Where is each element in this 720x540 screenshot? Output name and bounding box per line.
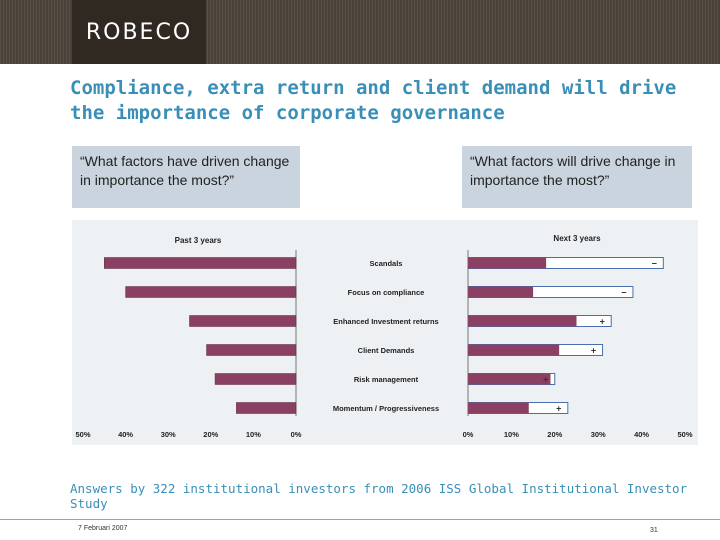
past-bar: [189, 315, 297, 327]
past-chart-title: Past 3 years: [175, 236, 222, 245]
quote-box-past: “What factors have driven change in impo…: [72, 146, 300, 208]
quote-box-future: “What factors will drive change in impor…: [462, 146, 692, 208]
future-bar: [468, 344, 560, 356]
past-tick-label: 0%: [291, 430, 302, 439]
past-tick-label: 10%: [246, 430, 261, 439]
change-marker: +: [543, 375, 548, 385]
page-number: 31: [650, 527, 658, 534]
past-tick-label: 30%: [161, 430, 176, 439]
past-bar: [236, 402, 297, 414]
future-bar: [468, 315, 577, 327]
logo-text: ROBECO: [85, 19, 193, 45]
past-tick-label: 50%: [75, 430, 90, 439]
past-tick-label: 20%: [203, 430, 218, 439]
future-tick-label: 30%: [591, 430, 606, 439]
change-marker: −: [652, 259, 657, 269]
past-bar: [206, 344, 297, 356]
future-bar: [468, 373, 551, 385]
past-tick-label: 40%: [118, 430, 133, 439]
future-tick-label: 0%: [463, 430, 474, 439]
category-label: Enhanced Investment returns: [333, 317, 438, 326]
future-tick-label: 20%: [547, 430, 562, 439]
source-footnote: Answers by 322 institutional investors f…: [70, 481, 688, 511]
category-label: Risk management: [354, 375, 419, 384]
robeco-logo: ROBECO: [72, 0, 206, 64]
change-marker: −: [621, 288, 626, 298]
change-marker: +: [600, 317, 605, 327]
category-label: Focus on compliance: [348, 288, 425, 297]
chart-panel: Past 3 years 50% 40% 30% 20% 10% 0% Scandals Foc…: [72, 220, 698, 445]
category-label: Client Demands: [358, 346, 415, 355]
slide-title: Compliance, extra return and client dema…: [70, 77, 677, 124]
future-tick-label: 10%: [504, 430, 519, 439]
future-bar: [468, 286, 534, 298]
past-bar: [214, 373, 297, 385]
future-bar: [468, 257, 547, 269]
quote-future-text: “What factors will drive change in impor…: [470, 153, 676, 188]
past-bar: [104, 257, 297, 269]
change-marker: +: [591, 346, 596, 356]
category-label: Momentum / Progressiveness: [333, 404, 439, 413]
future-bar: [468, 402, 529, 414]
bar-charts: Past 3 years 50% 40% 30% 20% 10% 0% Scandals Foc…: [75, 234, 692, 439]
future-tick-label: 50%: [677, 430, 692, 439]
header-bar: ROBECO: [0, 0, 720, 64]
footer-date: 7 Februari 2007: [78, 525, 128, 532]
past-bar: [125, 286, 297, 298]
future-chart-title: Next 3 years: [553, 234, 601, 243]
change-marker: +: [556, 404, 561, 414]
quote-past-text: “What factors have driven change in impo…: [80, 153, 290, 188]
future-tick-label: 40%: [634, 430, 649, 439]
footer-divider: [0, 519, 720, 520]
category-label: Scandals: [370, 259, 403, 268]
